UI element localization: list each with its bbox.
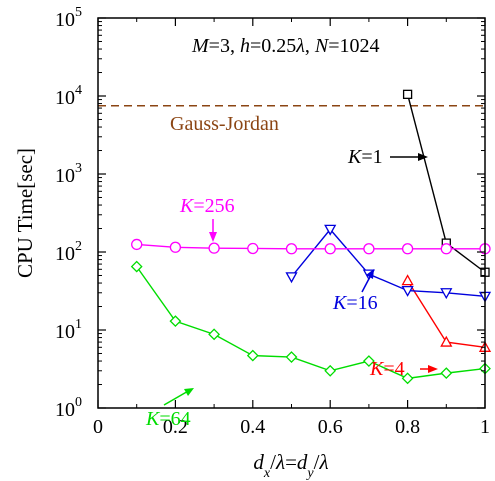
y-tick-label: 103 (55, 161, 82, 187)
data-point-k64 (130, 260, 143, 273)
arrowhead-k1 (418, 153, 428, 161)
x-tick-label: 1 (480, 416, 490, 438)
gauss-jordan-label: Gauss-Jordan (170, 113, 279, 135)
data-point-k256 (169, 241, 182, 253)
data-point-k256 (285, 243, 298, 255)
data-point-k64 (246, 349, 259, 362)
data-point-k1 (402, 89, 413, 99)
data-point-k64 (208, 328, 221, 341)
label-k1: K=1 (347, 146, 383, 168)
data-point-k16 (324, 224, 337, 236)
data-point-k64 (401, 372, 414, 385)
x-tick-label: 0.4 (240, 416, 265, 438)
arrow-k64 (163, 389, 191, 406)
plot-frame (97, 17, 486, 409)
arrowhead-k4 (428, 365, 438, 373)
label-k256: K=256 (179, 195, 235, 217)
y-tick-label: 100 (55, 395, 82, 421)
x-tick-label: 0.2 (163, 416, 188, 438)
data-point-k256 (247, 242, 259, 255)
series-k64 (130, 260, 491, 385)
series-line-k16 (290, 228, 486, 298)
y-axis-title: CPU Time[sec] (13, 148, 37, 278)
x-tick-label: 0.6 (318, 416, 343, 438)
data-point-k256 (131, 238, 143, 251)
data-point-k64 (440, 367, 453, 380)
data-point-k16 (285, 272, 298, 284)
arrowhead-k16 (366, 269, 374, 279)
data-point-k256 (208, 242, 220, 254)
data-point-k256 (440, 243, 452, 255)
data-point-k4 (440, 335, 453, 347)
data-point-k64 (362, 355, 375, 367)
data-point-k256 (363, 243, 375, 255)
x-tick-label: 0.8 (395, 416, 420, 438)
series-k256 (131, 238, 491, 255)
data-point-k4 (401, 274, 414, 286)
series-k16 (285, 224, 492, 303)
y-tick-label: 105 (55, 5, 82, 31)
data-point-k64 (285, 351, 298, 363)
data-point-k64 (324, 364, 337, 377)
data-point-k64 (169, 315, 182, 328)
series-line-k256 (136, 243, 485, 250)
arrowhead-k64 (184, 388, 194, 396)
label-k16: K=16 (332, 292, 378, 314)
data-point-k256 (324, 243, 336, 255)
y-tick-label: 104 (55, 83, 82, 109)
arrowhead-k256 (209, 232, 217, 242)
data-point-k16 (401, 285, 414, 297)
label-k64: K=64 (145, 408, 191, 430)
y-tick-label: 102 (55, 239, 82, 265)
series-line-k64 (136, 266, 486, 380)
x-tick-label: 0 (93, 416, 103, 438)
data-point-k16 (440, 288, 453, 300)
params-annotation: M=3, h=0.25λ, N=1024 (191, 35, 380, 57)
y-tick-label: 101 (55, 317, 82, 343)
x-axis-title: dx/λ=dy/λ (253, 450, 328, 481)
series-k4 (401, 274, 492, 352)
data-point-k256 (401, 243, 414, 255)
label-k4: K=4 (369, 358, 405, 380)
